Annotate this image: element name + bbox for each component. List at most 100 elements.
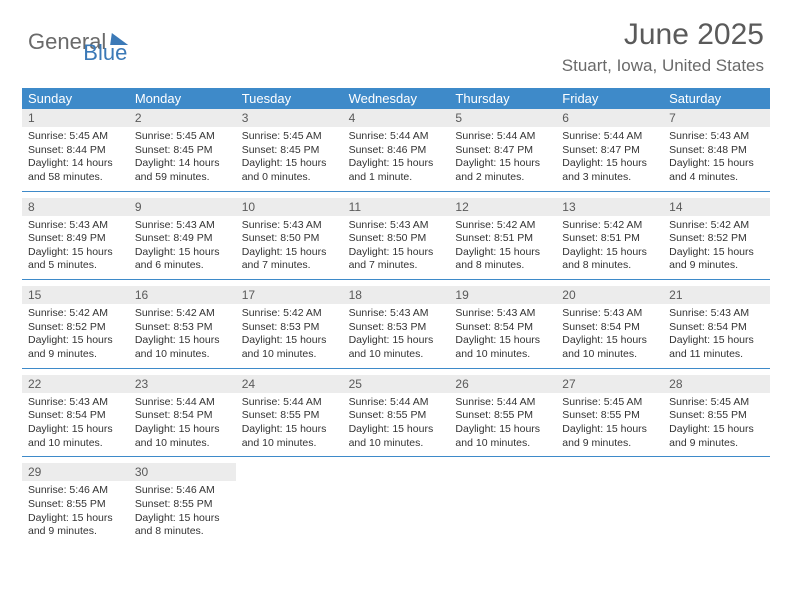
day-cell: 26Sunrise: 5:44 AMSunset: 8:55 PMDayligh… bbox=[449, 375, 556, 457]
week-row: 15Sunrise: 5:42 AMSunset: 8:52 PMDayligh… bbox=[22, 286, 770, 369]
day-cell: 30Sunrise: 5:46 AMSunset: 8:55 PMDayligh… bbox=[129, 463, 236, 545]
day-number: 20 bbox=[556, 286, 663, 304]
calendar: Sunday Monday Tuesday Wednesday Thursday… bbox=[22, 88, 770, 545]
day-info: Sunrise: 5:45 AMSunset: 8:45 PMDaylight:… bbox=[129, 127, 236, 185]
day-cell: 21Sunrise: 5:43 AMSunset: 8:54 PMDayligh… bbox=[663, 286, 770, 368]
day-cell: 7Sunrise: 5:43 AMSunset: 8:48 PMDaylight… bbox=[663, 109, 770, 191]
day-number: 8 bbox=[22, 198, 129, 216]
week-row: 22Sunrise: 5:43 AMSunset: 8:54 PMDayligh… bbox=[22, 375, 770, 458]
weeks-container: 1Sunrise: 5:45 AMSunset: 8:44 PMDaylight… bbox=[22, 109, 770, 545]
day-cell: 22Sunrise: 5:43 AMSunset: 8:54 PMDayligh… bbox=[22, 375, 129, 457]
day-info: Sunrise: 5:42 AMSunset: 8:51 PMDaylight:… bbox=[556, 216, 663, 274]
day-cell: 18Sunrise: 5:43 AMSunset: 8:53 PMDayligh… bbox=[343, 286, 450, 368]
day-number: 2 bbox=[129, 109, 236, 127]
day-info: Sunrise: 5:43 AMSunset: 8:48 PMDaylight:… bbox=[663, 127, 770, 185]
day-number: 22 bbox=[22, 375, 129, 393]
day-cell: 24Sunrise: 5:44 AMSunset: 8:55 PMDayligh… bbox=[236, 375, 343, 457]
day-info: Sunrise: 5:42 AMSunset: 8:52 PMDaylight:… bbox=[22, 304, 129, 362]
day-cell bbox=[556, 463, 663, 545]
month-title: June 2025 bbox=[562, 18, 764, 52]
day-info: Sunrise: 5:42 AMSunset: 8:51 PMDaylight:… bbox=[449, 216, 556, 274]
day-cell: 9Sunrise: 5:43 AMSunset: 8:49 PMDaylight… bbox=[129, 198, 236, 280]
day-info: Sunrise: 5:44 AMSunset: 8:47 PMDaylight:… bbox=[449, 127, 556, 185]
day-cell: 19Sunrise: 5:43 AMSunset: 8:54 PMDayligh… bbox=[449, 286, 556, 368]
day-cell bbox=[449, 463, 556, 545]
weekday-wednesday: Wednesday bbox=[343, 88, 450, 109]
week-row: 29Sunrise: 5:46 AMSunset: 8:55 PMDayligh… bbox=[22, 463, 770, 545]
day-cell: 10Sunrise: 5:43 AMSunset: 8:50 PMDayligh… bbox=[236, 198, 343, 280]
day-cell: 14Sunrise: 5:42 AMSunset: 8:52 PMDayligh… bbox=[663, 198, 770, 280]
day-number: 6 bbox=[556, 109, 663, 127]
day-number: 28 bbox=[663, 375, 770, 393]
day-info: Sunrise: 5:42 AMSunset: 8:52 PMDaylight:… bbox=[663, 216, 770, 274]
day-info: Sunrise: 5:43 AMSunset: 8:50 PMDaylight:… bbox=[343, 216, 450, 274]
week-row: 1Sunrise: 5:45 AMSunset: 8:44 PMDaylight… bbox=[22, 109, 770, 192]
day-number: 7 bbox=[663, 109, 770, 127]
day-number: 13 bbox=[556, 198, 663, 216]
day-cell: 12Sunrise: 5:42 AMSunset: 8:51 PMDayligh… bbox=[449, 198, 556, 280]
day-cell: 27Sunrise: 5:45 AMSunset: 8:55 PMDayligh… bbox=[556, 375, 663, 457]
day-cell: 5Sunrise: 5:44 AMSunset: 8:47 PMDaylight… bbox=[449, 109, 556, 191]
day-number: 24 bbox=[236, 375, 343, 393]
day-number: 14 bbox=[663, 198, 770, 216]
day-cell: 4Sunrise: 5:44 AMSunset: 8:46 PMDaylight… bbox=[343, 109, 450, 191]
day-info: Sunrise: 5:44 AMSunset: 8:55 PMDaylight:… bbox=[449, 393, 556, 451]
weekday-sunday: Sunday bbox=[22, 88, 129, 109]
weekday-saturday: Saturday bbox=[663, 88, 770, 109]
day-number: 27 bbox=[556, 375, 663, 393]
day-info: Sunrise: 5:44 AMSunset: 8:55 PMDaylight:… bbox=[343, 393, 450, 451]
day-number: 17 bbox=[236, 286, 343, 304]
weekday-friday: Friday bbox=[556, 88, 663, 109]
day-cell: 23Sunrise: 5:44 AMSunset: 8:54 PMDayligh… bbox=[129, 375, 236, 457]
day-number: 12 bbox=[449, 198, 556, 216]
header: General Blue June 2025 Stuart, Iowa, Uni… bbox=[0, 0, 792, 80]
day-cell bbox=[236, 463, 343, 545]
day-cell: 20Sunrise: 5:43 AMSunset: 8:54 PMDayligh… bbox=[556, 286, 663, 368]
weekday-monday: Monday bbox=[129, 88, 236, 109]
day-cell: 8Sunrise: 5:43 AMSunset: 8:49 PMDaylight… bbox=[22, 198, 129, 280]
day-info: Sunrise: 5:43 AMSunset: 8:54 PMDaylight:… bbox=[556, 304, 663, 362]
day-info: Sunrise: 5:43 AMSunset: 8:49 PMDaylight:… bbox=[129, 216, 236, 274]
weekday-thursday: Thursday bbox=[449, 88, 556, 109]
day-cell: 17Sunrise: 5:42 AMSunset: 8:53 PMDayligh… bbox=[236, 286, 343, 368]
day-info: Sunrise: 5:44 AMSunset: 8:54 PMDaylight:… bbox=[129, 393, 236, 451]
day-number: 26 bbox=[449, 375, 556, 393]
day-number: 30 bbox=[129, 463, 236, 481]
day-number: 29 bbox=[22, 463, 129, 481]
day-number: 21 bbox=[663, 286, 770, 304]
day-cell: 15Sunrise: 5:42 AMSunset: 8:52 PMDayligh… bbox=[22, 286, 129, 368]
day-info: Sunrise: 5:44 AMSunset: 8:47 PMDaylight:… bbox=[556, 127, 663, 185]
day-number: 10 bbox=[236, 198, 343, 216]
day-cell: 25Sunrise: 5:44 AMSunset: 8:55 PMDayligh… bbox=[343, 375, 450, 457]
day-number: 1 bbox=[22, 109, 129, 127]
day-number: 9 bbox=[129, 198, 236, 216]
day-info: Sunrise: 5:43 AMSunset: 8:54 PMDaylight:… bbox=[663, 304, 770, 362]
day-cell: 11Sunrise: 5:43 AMSunset: 8:50 PMDayligh… bbox=[343, 198, 450, 280]
day-cell bbox=[343, 463, 450, 545]
day-number: 5 bbox=[449, 109, 556, 127]
weekday-tuesday: Tuesday bbox=[236, 88, 343, 109]
day-number: 3 bbox=[236, 109, 343, 127]
day-cell: 29Sunrise: 5:46 AMSunset: 8:55 PMDayligh… bbox=[22, 463, 129, 545]
day-info: Sunrise: 5:43 AMSunset: 8:53 PMDaylight:… bbox=[343, 304, 450, 362]
day-cell bbox=[663, 463, 770, 545]
logo: General Blue bbox=[28, 18, 127, 66]
day-cell: 1Sunrise: 5:45 AMSunset: 8:44 PMDaylight… bbox=[22, 109, 129, 191]
day-cell: 6Sunrise: 5:44 AMSunset: 8:47 PMDaylight… bbox=[556, 109, 663, 191]
day-cell: 13Sunrise: 5:42 AMSunset: 8:51 PMDayligh… bbox=[556, 198, 663, 280]
day-cell: 16Sunrise: 5:42 AMSunset: 8:53 PMDayligh… bbox=[129, 286, 236, 368]
logo-sail-icon bbox=[110, 33, 130, 45]
day-info: Sunrise: 5:46 AMSunset: 8:55 PMDaylight:… bbox=[129, 481, 236, 539]
day-number: 15 bbox=[22, 286, 129, 304]
day-number: 16 bbox=[129, 286, 236, 304]
day-number: 23 bbox=[129, 375, 236, 393]
day-cell: 3Sunrise: 5:45 AMSunset: 8:45 PMDaylight… bbox=[236, 109, 343, 191]
day-number: 11 bbox=[343, 198, 450, 216]
day-info: Sunrise: 5:44 AMSunset: 8:55 PMDaylight:… bbox=[236, 393, 343, 451]
location: Stuart, Iowa, United States bbox=[562, 56, 764, 76]
day-info: Sunrise: 5:43 AMSunset: 8:49 PMDaylight:… bbox=[22, 216, 129, 274]
day-number: 4 bbox=[343, 109, 450, 127]
day-info: Sunrise: 5:45 AMSunset: 8:44 PMDaylight:… bbox=[22, 127, 129, 185]
day-info: Sunrise: 5:46 AMSunset: 8:55 PMDaylight:… bbox=[22, 481, 129, 539]
day-number: 25 bbox=[343, 375, 450, 393]
